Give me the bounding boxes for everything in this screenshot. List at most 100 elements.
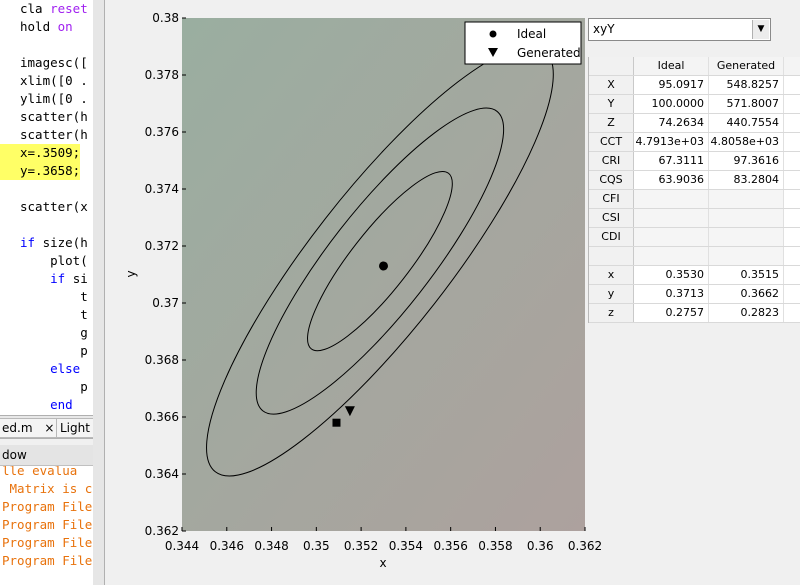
y-tick-label: 0.366	[145, 410, 179, 424]
row-label: x	[589, 266, 634, 284]
console-line: Matrix is c	[2, 481, 93, 496]
code-line[interactable]: if si	[0, 270, 88, 288]
row-label: CFI	[589, 190, 634, 208]
code-token: else	[50, 361, 81, 376]
code-line[interactable]: imagesc([	[0, 54, 88, 72]
y-tick-label: 0.364	[145, 467, 179, 481]
table-row: CRI 67.3111 97.3616	[589, 152, 800, 171]
y-tick-label: 0.37	[152, 296, 179, 310]
code-token: y=.3658;	[20, 163, 81, 178]
table-cell: 0.3530	[634, 266, 709, 284]
chevron-down-icon[interactable]: ▼	[752, 20, 769, 39]
editor-tab-label: Light	[60, 421, 90, 435]
code-line[interactable]: cla reset	[0, 0, 88, 18]
table-row: X 95.0917 548.8257	[589, 76, 800, 95]
row-label: CQS	[589, 171, 634, 189]
code-line[interactable]: xlim([0 .	[0, 72, 88, 90]
y-tick-label: 0.372	[145, 239, 179, 253]
table-cell: 67.3111	[634, 152, 709, 170]
contour-line	[307, 170, 453, 352]
code-token: t	[20, 289, 88, 304]
row-label: X	[589, 76, 634, 94]
y-axis-label: y	[124, 270, 138, 277]
code-line[interactable]: g	[0, 324, 88, 342]
code-line[interactable]: plot(	[0, 252, 88, 270]
command-window-title: dow	[0, 445, 95, 466]
code-line[interactable]: t	[0, 288, 88, 306]
dropdown-value: xyY	[593, 22, 615, 36]
x-tick-label: 0.346	[210, 539, 244, 553]
table-cell	[634, 190, 709, 208]
table-cell: 571.8007	[709, 95, 784, 113]
code-line[interactable]: scatter(h	[0, 108, 88, 126]
y-tick-label: 0.378	[145, 68, 179, 82]
row-label: z	[589, 304, 634, 322]
x-axis-label: x	[379, 556, 386, 570]
ideal-point	[379, 261, 388, 271]
code-line[interactable]: p	[0, 342, 88, 360]
code-line[interactable]: if size(h	[0, 234, 88, 252]
console-line: Program File	[2, 553, 93, 568]
table-row: CQS 63.9036 83.2804	[589, 171, 800, 190]
code-line[interactable]: scatter(x	[0, 198, 88, 216]
row-label: CRI	[589, 152, 634, 170]
row-label: CDI	[589, 228, 634, 246]
console-line: Program File	[2, 499, 93, 514]
table-cell: 95.0917	[634, 76, 709, 94]
close-icon[interactable]: ×	[44, 421, 55, 435]
x-tick-label: 0.362	[568, 539, 602, 553]
y-tick-label: 0.362	[145, 524, 179, 538]
code-token: end	[50, 397, 73, 412]
x-tick-label: 0.35	[303, 539, 330, 553]
x-tick-label: 0.344	[165, 539, 199, 553]
code-line[interactable]: hold on	[0, 18, 73, 36]
code-editor[interactable]: cla reset hold on imagesc([xlim([0 . ylim([…	[0, 0, 93, 415]
code-token: hold	[20, 19, 58, 34]
code-token: if	[20, 235, 43, 250]
console-line: Program File	[2, 535, 93, 550]
code-line[interactable]: scatter(h	[0, 126, 88, 144]
table-row: CDI	[589, 228, 800, 247]
code-line[interactable]: end	[0, 396, 73, 414]
code-line[interactable]: p	[0, 378, 88, 396]
row-label	[589, 247, 634, 265]
table-cell: 0.3713	[634, 285, 709, 303]
console-line: Program File	[2, 517, 93, 532]
splitter-handle[interactable]	[93, 0, 105, 585]
code-line[interactable]: t	[0, 306, 88, 324]
row-label: CSI	[589, 209, 634, 227]
code-line[interactable]: y=.3658;	[0, 162, 81, 180]
x-tick-label: 0.36	[527, 539, 554, 553]
code-line[interactable]: else	[0, 360, 80, 378]
y-tick-label: 0.38	[152, 11, 179, 25]
table-cell	[709, 228, 784, 246]
legend-label-generated: Generated	[517, 46, 581, 60]
table-cell	[634, 209, 709, 227]
table-cell: 4.7913e+03	[634, 133, 709, 151]
code-token: scatter(h	[20, 109, 88, 124]
code-line[interactable]: x=.3509;	[0, 144, 81, 162]
row-label: Y	[589, 95, 634, 113]
code-token: on	[57, 19, 73, 34]
code-line[interactable]: ylim([0 .	[0, 90, 88, 108]
contour-line	[255, 107, 505, 415]
table-header-cell	[589, 57, 634, 75]
editor-tab[interactable]: Light	[56, 418, 93, 438]
editor-tab[interactable]: ed.m ×	[0, 418, 59, 438]
table-row: Z 74.2634 440.7554	[589, 114, 800, 133]
color-space-dropdown[interactable]: xyY ▼	[588, 18, 771, 41]
y-tick-label: 0.376	[145, 125, 179, 139]
generated-point	[344, 406, 355, 417]
command-window[interactable]: lle evalua Matrix is c Program File Progra…	[0, 466, 93, 585]
code-token: scatter(x	[20, 199, 88, 214]
row-label: y	[589, 285, 634, 303]
table-cell: 83.2804	[709, 171, 784, 189]
table-row: y 0.3713 0.3662	[589, 285, 800, 304]
metrics-table: Ideal Generated X 95.0917 548.8257 Y 100.0000 5…	[588, 57, 800, 323]
table-cell: 0.2757	[634, 304, 709, 322]
code-token: reset	[50, 1, 88, 16]
table-header-row: Ideal Generated	[589, 57, 800, 76]
code-token: plot(	[20, 253, 88, 268]
editor-tab-label: ed.m	[2, 421, 33, 435]
